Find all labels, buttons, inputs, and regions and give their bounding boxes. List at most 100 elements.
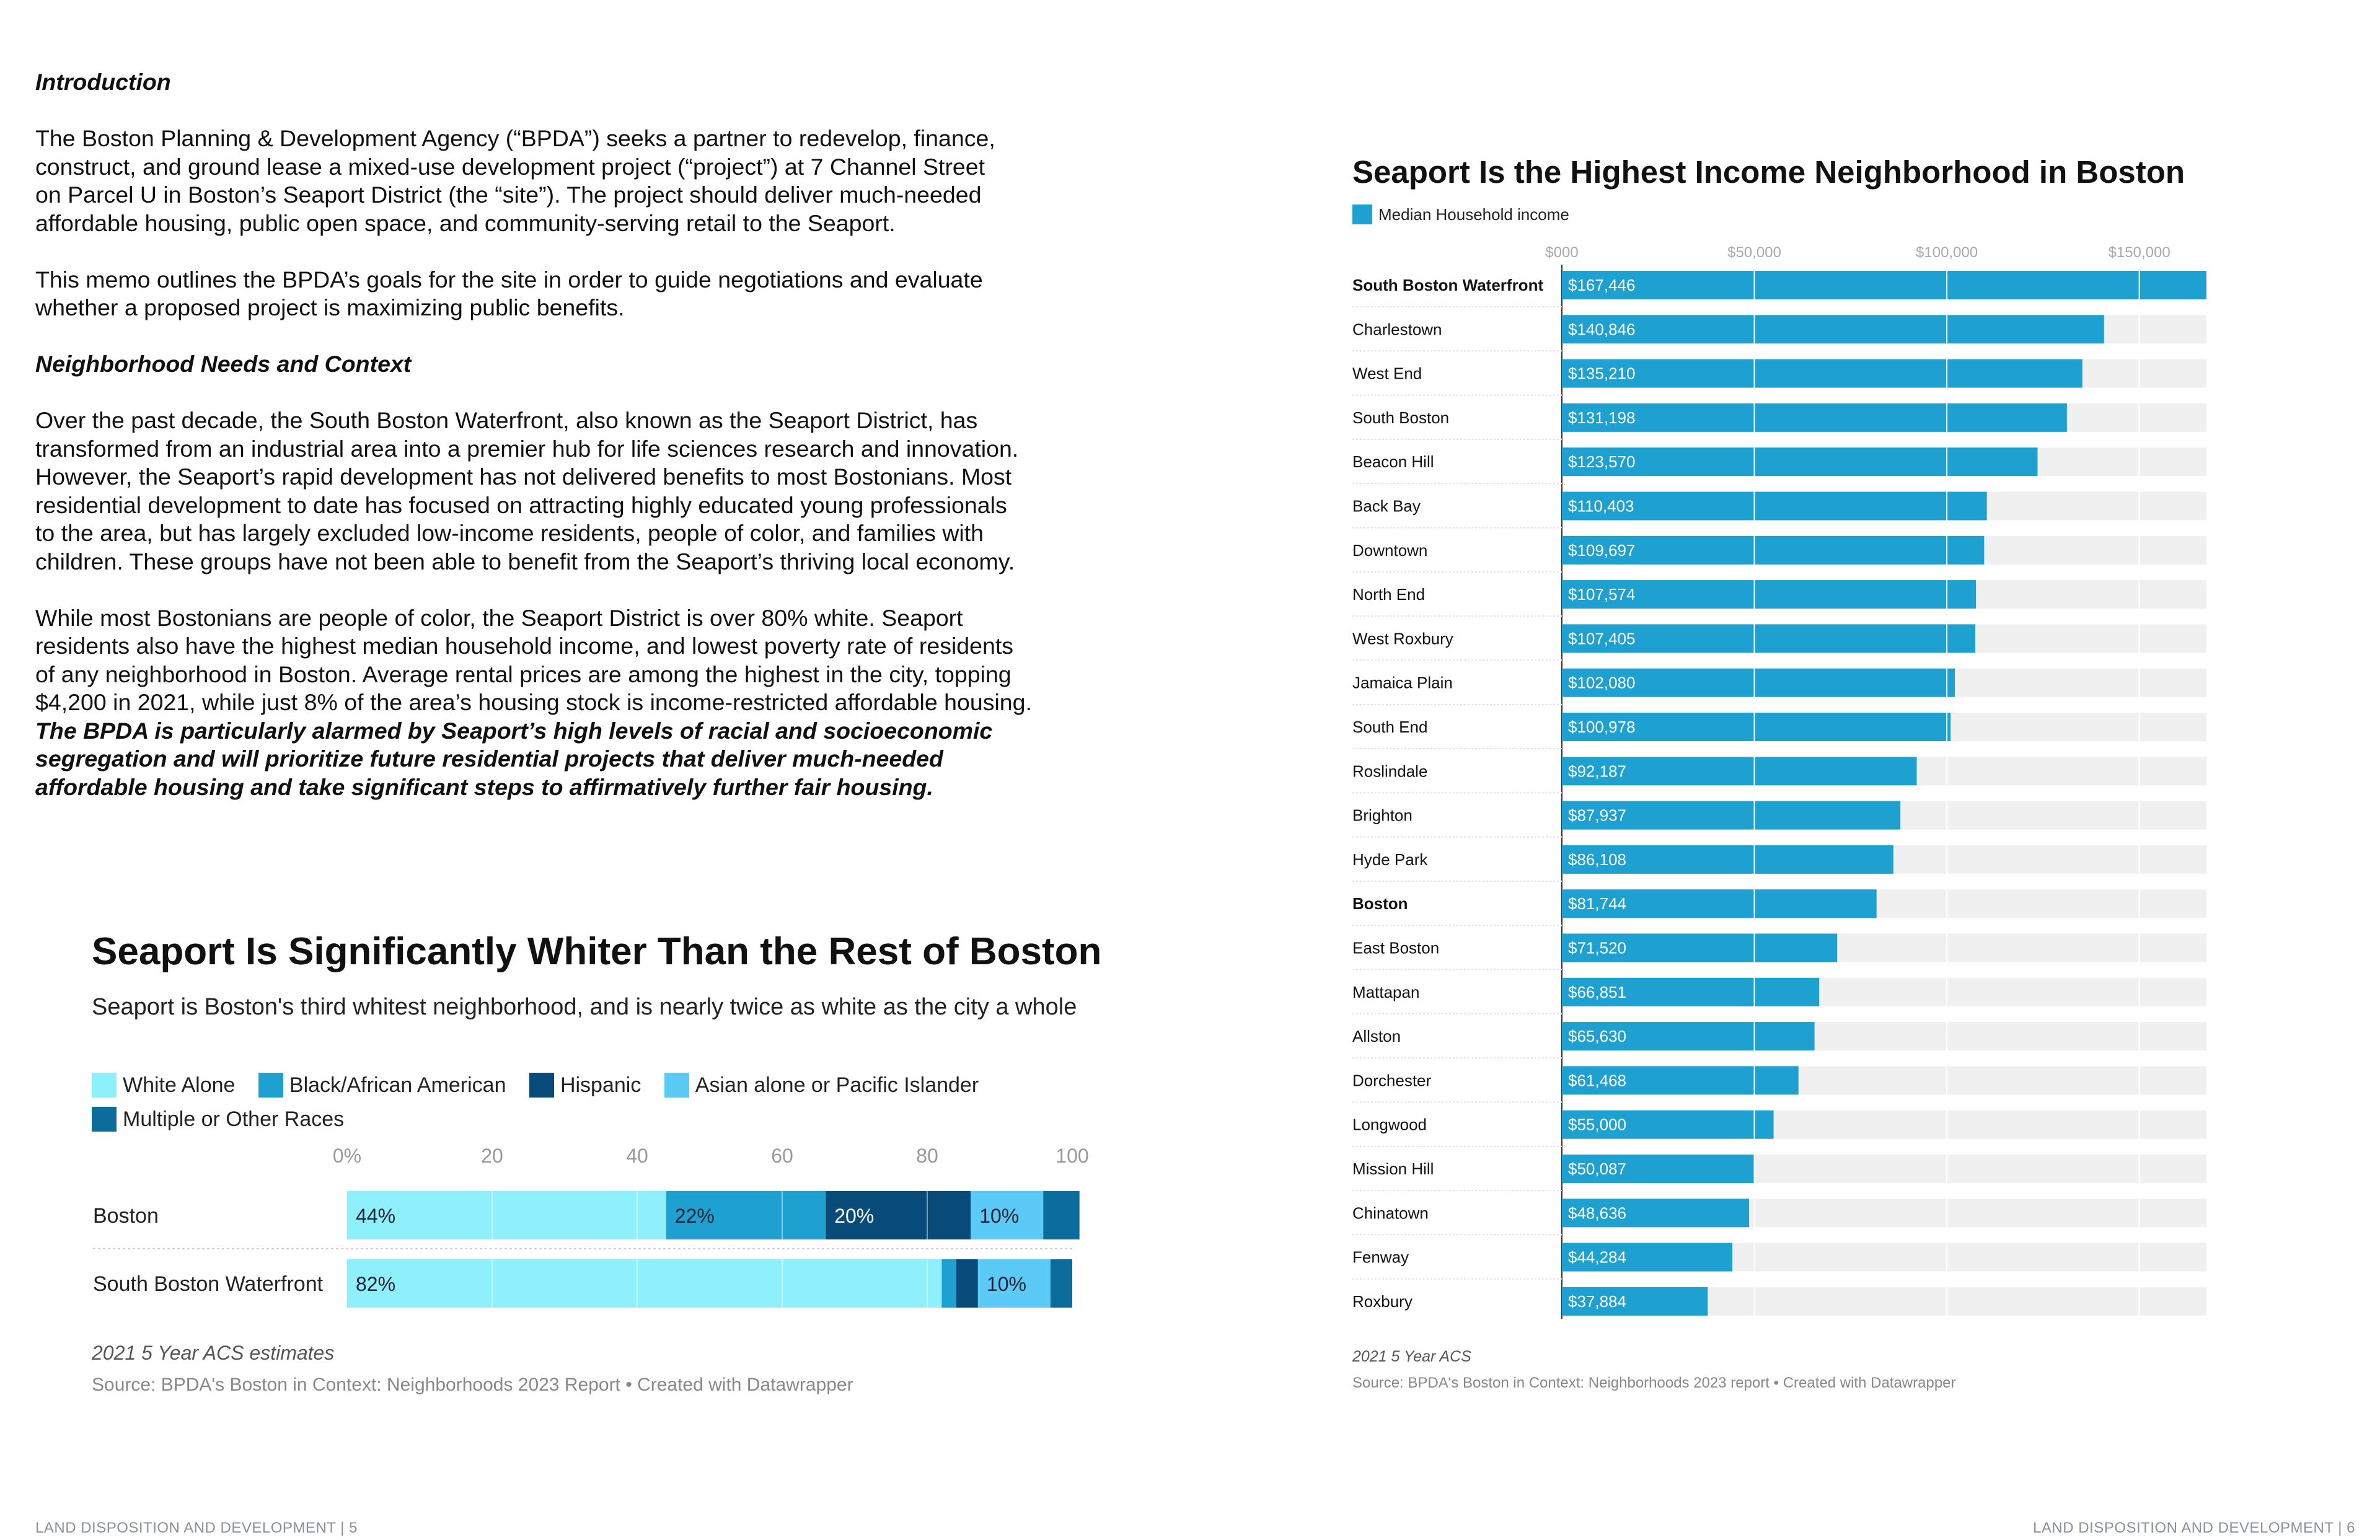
bar: [1562, 1155, 1755, 1183]
bar: [1562, 1022, 1815, 1051]
intro-paragraph-2: This memo outlines the BPDA’s goals for …: [35, 266, 1176, 322]
data-label: $71,520: [1568, 939, 1626, 957]
income-chart-legend: Median Household income: [1352, 205, 1569, 224]
data-label: $55,000: [1568, 1115, 1626, 1134]
data-label: $131,198: [1568, 408, 1635, 427]
data-label: $107,574: [1568, 585, 1635, 604]
text-line: While most Bostonians are people of colo…: [35, 604, 963, 631]
bar-segment: [971, 1191, 1044, 1239]
bar: [1562, 271, 2206, 299]
text-line: children. These groups have not been abl…: [35, 548, 1015, 574]
legend-label: Asian alone or Pacific Islander: [695, 1073, 979, 1097]
text-line: The Boston Planning & Development Agency…: [35, 125, 995, 151]
text-line: construct, and ground lease a mixed-use …: [35, 153, 985, 180]
data-label: $65,630: [1568, 1027, 1626, 1045]
data-label: 20%: [834, 1205, 874, 1227]
data-label: $81,744: [1568, 894, 1626, 913]
category-label: Charlestown: [1352, 320, 1442, 338]
legend-item-asian: Asian alone or Pacific Islander: [664, 1069, 979, 1101]
legend-swatch: [258, 1073, 283, 1098]
bar-segment: [1050, 1259, 1072, 1308]
bar: [1562, 668, 1955, 697]
bar: [1562, 933, 1838, 962]
legend-label: Black/African American: [289, 1073, 506, 1097]
bar-segment: [956, 1259, 978, 1308]
bar: [1562, 624, 1976, 653]
bar: [1562, 403, 2067, 432]
data-label: $61,468: [1568, 1071, 1626, 1089]
category-label: Beacon Hill: [1352, 452, 1434, 471]
category-label: West Roxbury: [1352, 629, 1453, 648]
category-label: Downtown: [1352, 541, 1427, 560]
category-label: South Boston Waterfront: [1352, 276, 1543, 294]
needs-paragraph-1: Over the past decade, the South Boston W…: [35, 407, 1176, 576]
category-label: Dorchester: [1352, 1071, 1431, 1089]
bar: [1562, 447, 2038, 477]
text-line: whether a proposed project is maximizing…: [35, 294, 625, 320]
bar: [1562, 491, 1987, 521]
text-line: residents also have the highest median h…: [35, 633, 1014, 659]
bar: [1562, 315, 2104, 344]
emphasis-line: affordable housing and take significant …: [35, 773, 933, 800]
bar-segment: [941, 1259, 956, 1308]
x-tick-label: 60: [771, 1145, 793, 1167]
text-line: Over the past decade, the South Boston W…: [35, 407, 978, 433]
category-label: South End: [1352, 718, 1427, 736]
bar: [1562, 713, 1951, 741]
text-line: However, the Seaport’s rapid development…: [35, 464, 1012, 490]
category-label: Mattapan: [1352, 983, 1419, 1001]
legend-item-multiple: Multiple or Other Races: [92, 1103, 344, 1135]
race-chart-subtitle: Seaport is Boston's third whitest neighb…: [92, 994, 1077, 1020]
race-chart: 0% 20 40 60 80 100 Boston 44% 22% 20% 10% South Bo…: [93, 1145, 1089, 1308]
category-label: Boston: [1352, 894, 1408, 913]
category-label: Mission Hill: [1352, 1159, 1434, 1178]
x-tick-label: $100,000: [1916, 244, 1978, 261]
income-chart-source: Source: BPDA's Boston in Context: Neighb…: [1352, 1375, 1956, 1391]
x-tick-label: 80: [916, 1145, 938, 1167]
data-label: 44%: [356, 1205, 395, 1227]
category-label: Brighton: [1352, 806, 1413, 825]
needs-heading: Neighborhood Needs and Context: [35, 351, 412, 377]
race-chart-title: Seaport Is Significantly Whiter Than the…: [92, 930, 1102, 973]
bar: [1562, 845, 1893, 874]
text-line: residential development to date has focu…: [35, 491, 1007, 518]
category-label: Roslindale: [1352, 762, 1427, 780]
text-line: This memo outlines the BPDA’s goals for …: [35, 266, 983, 293]
category-label: South Boston: [1352, 408, 1449, 427]
text-line: to the area, but has largely excluded lo…: [35, 520, 984, 546]
needs-paragraph-2: While most Bostonians are people of colo…: [35, 604, 1176, 802]
legend-swatch: [92, 1073, 117, 1098]
legend-item-hispanic: Hispanic: [529, 1069, 641, 1101]
text-line: on Parcel U in Boston’s Seaport District…: [35, 182, 982, 208]
data-label: 10%: [979, 1205, 1019, 1227]
emphasis-line: The BPDA is particularly alarmed by Seap…: [35, 717, 993, 744]
category-label: Hyde Park: [1352, 850, 1428, 869]
legend-swatch: [529, 1073, 554, 1098]
legend-item-black: Black/African American: [258, 1069, 506, 1101]
bar: [1562, 977, 1820, 1006]
category-label: West End: [1352, 364, 1422, 383]
bar-segment: [347, 1191, 666, 1239]
legend-label: White Alone: [123, 1073, 236, 1097]
data-label: $48,636: [1568, 1203, 1626, 1222]
data-label: $123,570: [1568, 452, 1635, 471]
category-label: Chinatown: [1352, 1203, 1429, 1222]
data-label: $107,405: [1568, 629, 1635, 648]
x-tick-label: $150,000: [2109, 244, 2171, 261]
emphasis-line: segregation and will prioritize future r…: [35, 746, 943, 772]
bar-segment: [1043, 1191, 1080, 1239]
data-label: $167,446: [1568, 276, 1635, 294]
bar: [1562, 1110, 1774, 1139]
race-chart-legend: White Alone Black/African American Hispa…: [92, 1069, 1096, 1137]
category-label: Allston: [1352, 1027, 1401, 1045]
text-line: affordable housing, public open space, a…: [35, 209, 896, 236]
data-label: $140,846: [1568, 320, 1635, 338]
x-tick-label: 40: [626, 1145, 648, 1167]
bar: [1562, 580, 1977, 609]
x-tick-label: $50,000: [1727, 244, 1781, 261]
bar-segment: [347, 1259, 942, 1308]
x-tick-label: 0%: [333, 1145, 361, 1167]
memo-text: Introduction The Boston Planning & Devel…: [35, 68, 1176, 801]
category-label: Fenway: [1352, 1248, 1409, 1267]
bar: [1562, 757, 1917, 786]
